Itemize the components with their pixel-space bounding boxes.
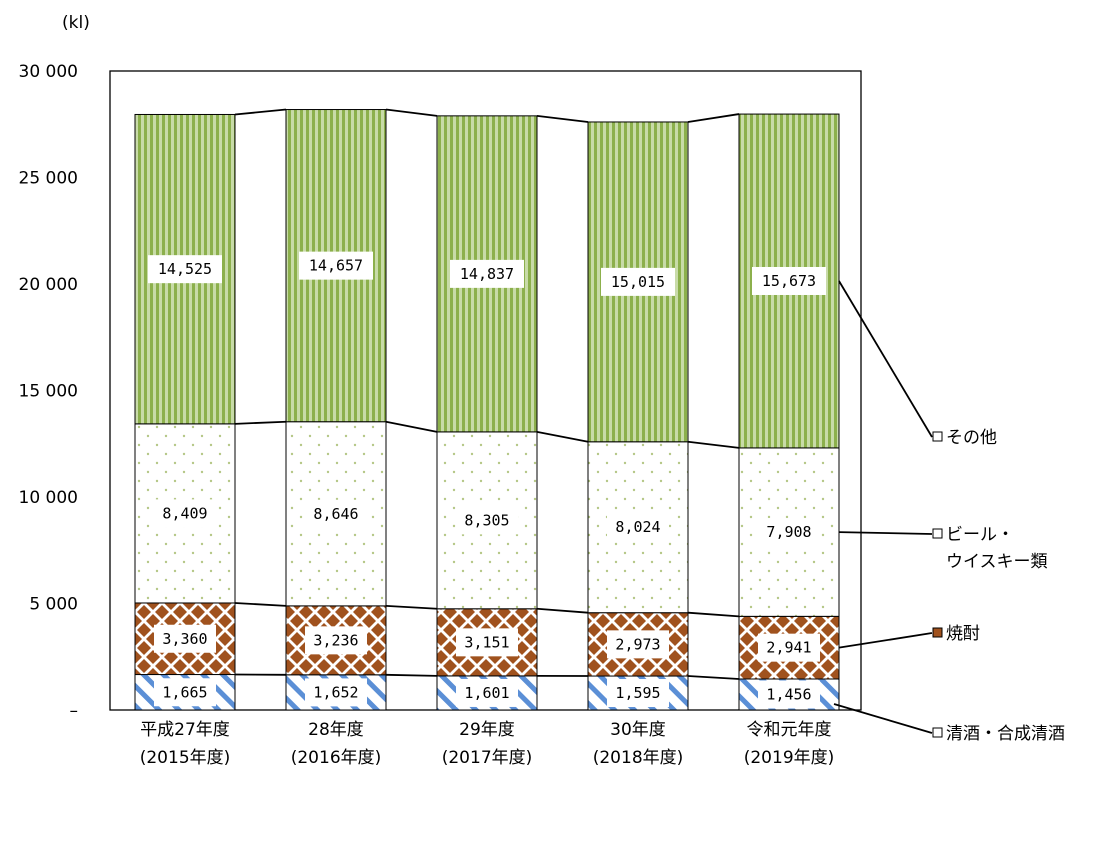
- data-label: 1,601: [464, 684, 509, 702]
- data-label-bg: [456, 506, 518, 535]
- x-category-label: 28年度: [308, 720, 364, 740]
- data-label-bg: [305, 626, 367, 655]
- data-label-bg: [456, 628, 518, 657]
- y-tick-label: 20 000: [19, 275, 78, 295]
- legend-leader-line: [838, 531, 933, 535]
- series-connector-line: [385, 604, 438, 610]
- data-label-bg: [752, 266, 826, 295]
- data-label: 3,236: [313, 631, 358, 649]
- x-category-label: 平成27年度: [140, 720, 230, 740]
- data-label-bg: [607, 630, 669, 659]
- series-connector-line: [385, 420, 438, 433]
- y-tick-label: –: [70, 701, 79, 721]
- data-label-bg: [154, 678, 216, 707]
- legend-leader-line: [838, 632, 933, 649]
- data-label-bg: [601, 267, 675, 296]
- data-label: 1,456: [766, 685, 811, 703]
- data-label-bg: [450, 259, 524, 288]
- legend-leader-line: [838, 280, 933, 438]
- data-label: 1,665: [162, 683, 207, 701]
- series-connector-line: [234, 108, 287, 116]
- x-category-label: (2016年度): [291, 748, 382, 768]
- x-category-label: (2018年度): [593, 748, 684, 768]
- data-label: 8,409: [162, 504, 207, 522]
- data-label: 3,151: [464, 633, 509, 651]
- series-connector-line: [687, 611, 740, 618]
- x-category-label: 30年度: [610, 720, 666, 740]
- x-category-label: 令和元年度: [747, 720, 832, 740]
- series-connector-line: [536, 431, 589, 443]
- y-tick-label: 30 000: [19, 62, 78, 82]
- data-label-bg: [758, 633, 820, 662]
- y-tick-label: 10 000: [19, 488, 78, 508]
- legend-swatch: [932, 431, 943, 442]
- legend-leader-line: [833, 703, 933, 734]
- data-label-bg: [456, 678, 518, 707]
- data-label: 3,360: [162, 630, 207, 648]
- x-category-label: (2017年度): [442, 748, 533, 768]
- series-connector-line: [385, 108, 438, 117]
- data-label-bg: [299, 251, 373, 280]
- legend-label: ウイスキー類: [946, 552, 1048, 572]
- series-connector-line: [687, 113, 740, 123]
- legend-swatch: [932, 727, 943, 738]
- data-label-bg: [305, 678, 367, 707]
- x-category-label: 29年度: [459, 720, 515, 740]
- series-connector-line: [536, 607, 589, 614]
- data-label-bg: [154, 624, 216, 653]
- data-label: 14,657: [309, 257, 363, 275]
- y-tick-label: 25 000: [19, 169, 78, 189]
- data-label: 7,908: [766, 523, 811, 541]
- data-label-bg: [758, 518, 820, 547]
- series-connector-line: [536, 114, 589, 123]
- legend-label: 清酒・合成清酒: [946, 724, 1065, 744]
- data-label: 1,652: [313, 683, 358, 701]
- data-label: 8,646: [313, 505, 358, 523]
- data-label: 14,525: [158, 260, 212, 278]
- x-category-label: (2019年度): [744, 748, 835, 768]
- data-label-bg: [758, 680, 820, 709]
- data-label: 15,673: [762, 272, 816, 290]
- data-label: 8,024: [615, 518, 660, 536]
- data-label: 2,973: [615, 635, 660, 653]
- series-connector-line: [687, 675, 740, 680]
- data-label-bg: [607, 513, 669, 542]
- legend-label: その他: [946, 428, 997, 448]
- series-connector-line: [385, 673, 438, 677]
- legend-label: 焼酎: [946, 624, 980, 644]
- legend-swatch: [932, 627, 943, 638]
- series-connector-line: [687, 440, 740, 449]
- series-connector-line: [234, 602, 287, 607]
- data-label: 15,015: [611, 273, 665, 291]
- y-tick-label: 5 000: [29, 595, 78, 615]
- data-label-bg: [305, 499, 367, 528]
- legend-swatch: [932, 528, 943, 539]
- data-label-bg: [154, 499, 216, 528]
- y-tick-label: 15 000: [19, 382, 78, 402]
- series-connector-line: [234, 420, 287, 425]
- data-label: 8,305: [464, 511, 509, 529]
- data-label: 2,941: [766, 639, 811, 657]
- unit-label: (kl): [62, 13, 90, 33]
- x-category-label: (2015年度): [140, 748, 231, 768]
- legend-label: ビール・: [946, 525, 1014, 545]
- data-label: 14,837: [460, 265, 514, 283]
- data-label-bg: [148, 255, 222, 284]
- data-label-bg: [607, 679, 669, 708]
- data-label: 1,595: [615, 684, 660, 702]
